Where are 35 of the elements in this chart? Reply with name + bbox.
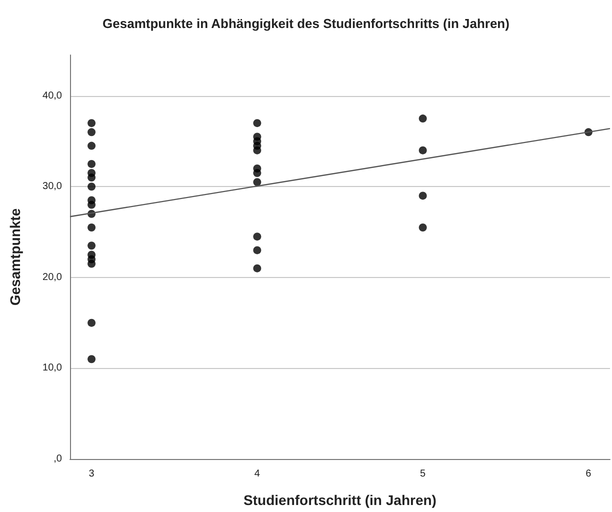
point — [88, 242, 96, 250]
point — [88, 318, 96, 327]
y-tick-label: 10,0 — [42, 362, 62, 374]
point — [88, 160, 96, 168]
point — [418, 114, 427, 123]
point — [253, 169, 262, 178]
x-tick-label: 6 — [586, 468, 592, 480]
point — [253, 119, 262, 128]
point — [88, 142, 96, 150]
point — [418, 146, 427, 154]
chart-title: Gesamtpunkte in Abhängigkeit des Studienfortschritts (in Jahren) — [102, 16, 510, 31]
y-axis-title: Gesamtpunkte — [7, 208, 23, 306]
point — [418, 223, 427, 232]
point — [253, 146, 262, 154]
point — [253, 264, 262, 272]
point — [88, 182, 96, 191]
point — [418, 192, 427, 200]
point — [88, 128, 96, 136]
x-axis-title: Studienfortschritt (in Jahren) — [244, 492, 436, 508]
x-tick-label: 3 — [88, 468, 95, 480]
y-tick-label: 20,0 — [42, 272, 62, 283]
point — [88, 355, 96, 364]
point — [88, 174, 96, 182]
x-tick-label: 5 — [420, 468, 426, 480]
y-tick-label: ,0 — [54, 454, 62, 464]
point — [88, 260, 96, 268]
point — [88, 119, 96, 128]
point — [253, 178, 262, 186]
point — [253, 232, 262, 241]
point — [253, 246, 262, 254]
y-tick-label: 40,0 — [42, 90, 62, 102]
point — [88, 223, 96, 232]
x-tick-label: 4 — [254, 468, 260, 480]
point — [88, 200, 96, 209]
y-tick-label: 30,0 — [42, 181, 62, 192]
